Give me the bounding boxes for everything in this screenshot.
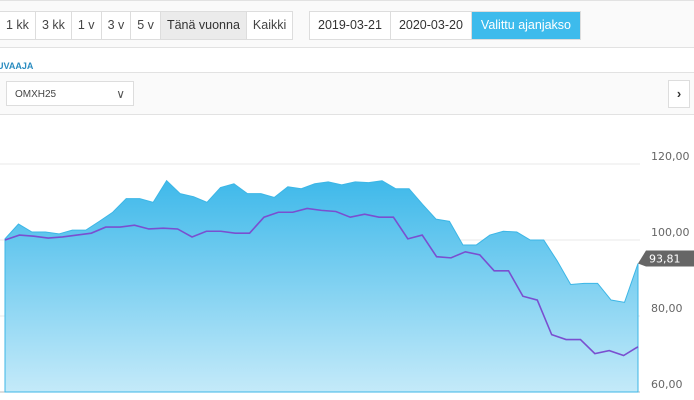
period-this-year[interactable]: Tänä vuonna [160, 12, 247, 39]
last-value-text: 93,81 [649, 253, 681, 266]
next-button[interactable]: › [668, 80, 690, 108]
last-value-label: 93,81 [638, 250, 694, 267]
chevron-down-icon: ∨ [116, 87, 125, 101]
period-selector: 1 kk 3 kk 1 v 3 v 5 v Tänä vuonna Kaikki [0, 11, 294, 40]
section-title: UVAAJA [0, 61, 34, 71]
index-select[interactable]: OMXH25 ∨ [6, 81, 134, 106]
comparison-line-series [4, 207, 639, 357]
y-tick-label: 120,00 [651, 150, 690, 163]
period-3kk[interactable]: 3 kk [36, 12, 72, 39]
period-3v[interactable]: 3 v [102, 12, 132, 39]
index-area-series [4, 179, 639, 393]
chart-toolbar: OMXH25 ∨ › [0, 72, 694, 115]
chevron-right-icon: › [676, 86, 682, 101]
period-toolbar: 1 kk 3 kk 1 v 3 v 5 v Tänä vuonna Kaikki… [0, 0, 694, 48]
end-date-input[interactable]: 2020-03-20 [391, 12, 472, 39]
apply-range-button[interactable]: Valittu ajanjakso [471, 12, 581, 39]
y-tick-label: 100,00 [651, 226, 690, 239]
y-tick-label: 80,00 [651, 302, 683, 315]
period-1kk[interactable]: 1 kk [0, 12, 36, 39]
period-1v[interactable]: 1 v [72, 12, 102, 39]
index-select-value: OMXH25 [15, 89, 57, 100]
index-chart: 120,00 100,00 80,00 60,00 93,81 [0, 150, 694, 393]
start-date-input[interactable]: 2019-03-21 [310, 12, 391, 39]
period-5v[interactable]: 5 v [131, 12, 161, 39]
period-all[interactable]: Kaikki [252, 18, 287, 32]
y-tick-label: 60,00 [651, 378, 683, 391]
date-range: 2019-03-21 2020-03-20 Valittu ajanjakso [309, 11, 582, 40]
